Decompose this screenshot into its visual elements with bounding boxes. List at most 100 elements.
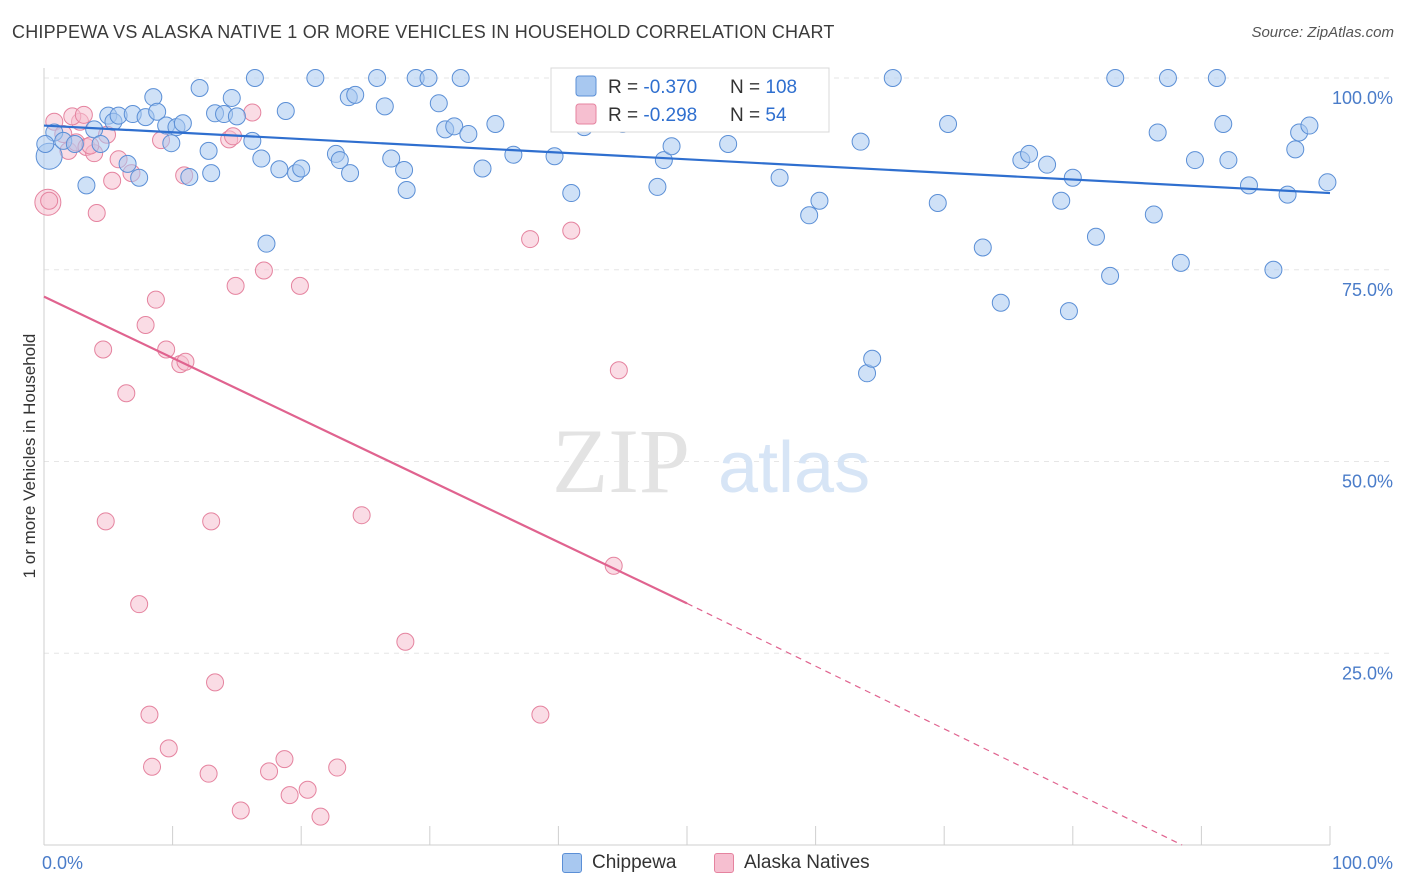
alaska-native-trend-extension — [686, 602, 1183, 846]
chippewa-point-35 — [292, 159, 311, 178]
chippewa-point-55 — [504, 145, 523, 164]
chippewa-point-20 — [180, 167, 199, 186]
alaska-native-point-15 — [130, 595, 149, 614]
alaska-native-point-9 — [94, 340, 113, 359]
x-tick-label-1: 100.0% — [1332, 853, 1393, 873]
series-legend: Chippewa Alaska Natives — [0, 852, 1406, 878]
chippewa-point-83 — [1020, 144, 1039, 163]
alaska-native-point-17 — [140, 705, 159, 724]
chippewa-point-43 — [382, 149, 401, 168]
chippewa-point-99 — [1239, 176, 1258, 195]
chippewa-point-98 — [1219, 151, 1238, 170]
chippewa-point-100 — [1264, 260, 1283, 279]
alaska-native-point-42 — [352, 506, 371, 525]
chippewa-point-91 — [1144, 205, 1163, 224]
chippewa-point-15 — [148, 102, 167, 121]
watermark-atlas: atlas — [718, 428, 870, 508]
alaska-native-point-13 — [117, 384, 136, 403]
chippewa-point-51 — [451, 69, 470, 87]
chippewa-point-26 — [222, 88, 241, 107]
chippewa-point-12 — [130, 168, 149, 187]
chippewa-point-72 — [800, 206, 819, 225]
chippewa-point-6 — [91, 134, 110, 153]
y-tick-label-1: 75.0% — [1342, 280, 1393, 300]
alaska-native-point-31 — [226, 276, 245, 295]
chippewa-point-4 — [77, 176, 96, 195]
chippewa-point-102 — [1286, 140, 1305, 159]
chippewa-point-84 — [1038, 155, 1057, 174]
alaska-native-point-33 — [243, 103, 262, 122]
chippewa-point-65 — [662, 137, 681, 156]
alaska-native-point-8 — [87, 203, 106, 222]
chippewa-point-47 — [419, 69, 438, 87]
chippewa-point-23 — [202, 164, 221, 183]
y-tick-labels: 100.0% 75.0% 50.0% 25.0% — [1332, 88, 1393, 683]
chippewa-point-78 — [928, 194, 947, 213]
chippewa-point-48 — [429, 94, 448, 113]
legend-r-value-2: -0.298 — [643, 105, 697, 126]
chippewa-point-50 — [445, 117, 464, 136]
legend-swatch-alaska-natives — [575, 103, 597, 125]
alaska-native-point-41 — [328, 758, 347, 777]
alaska-native-point-35 — [260, 762, 279, 781]
legend-swatch-chippewa-bottom — [562, 853, 582, 873]
watermark: ZIP atlas — [552, 410, 870, 512]
chippewa-point-30 — [252, 149, 271, 168]
legend-r-label-1: R = — [608, 77, 643, 98]
chippewa-point-106 — [36, 134, 55, 153]
data-points — [34, 69, 1337, 826]
chippewa-point-76 — [863, 349, 882, 368]
chippewa-point-36 — [306, 69, 325, 87]
chippewa-point-96 — [1207, 69, 1226, 87]
svg-text:N = 108: N = 108 — [730, 77, 797, 98]
y-axis-label: 1 or more Vehicles in Household — [20, 334, 39, 579]
chippewa-point-40 — [341, 164, 360, 183]
x-tick-labels: 0.0% 100.0% — [42, 853, 1393, 873]
alaska-native-point-37 — [280, 786, 299, 805]
legend-label-chippewa: Chippewa — [592, 852, 677, 873]
alaska-native-point-44 — [521, 230, 540, 249]
chippewa-point-68 — [719, 134, 738, 153]
chippewa-point-56 — [545, 147, 564, 166]
chippewa-point-85 — [1052, 191, 1071, 210]
alaska-native-point-18 — [143, 757, 162, 776]
chippewa-trend-line — [43, 124, 1331, 195]
alaska-native-point-39 — [298, 780, 317, 799]
chart-title: CHIPPEWA VS ALASKA NATIVE 1 OR MORE VEHI… — [12, 22, 835, 42]
chippewa-point-74 — [851, 132, 870, 151]
chippewa-point-77 — [883, 69, 902, 87]
chippewa-point-29 — [245, 69, 264, 87]
legend-n-value-2: 54 — [765, 105, 787, 126]
chippewa-point-57 — [562, 184, 581, 203]
legend-r-value-1: -0.370 — [643, 77, 697, 98]
y-tick-label-3: 25.0% — [1342, 663, 1393, 683]
alaska-native-point-43 — [396, 632, 415, 651]
chippewa-point-52 — [459, 124, 478, 143]
alaska-native-point-53 — [74, 105, 93, 124]
chippewa-point-73 — [810, 191, 829, 210]
legend-r-label-2: R = — [608, 105, 643, 126]
chippewa-point-38 — [330, 151, 349, 170]
y-tick-label-0: 100.0% — [1332, 88, 1393, 108]
watermark-zip: ZIP — [552, 410, 690, 512]
chippewa-point-3 — [65, 134, 84, 153]
chippewa-point-81 — [991, 293, 1010, 312]
alaska-native-point-10 — [96, 512, 115, 531]
alaska-native-point-19 — [146, 290, 165, 309]
chippewa-point-94 — [1171, 253, 1190, 272]
chippewa-point-63 — [648, 177, 667, 196]
chippewa-point-22 — [199, 141, 218, 160]
alaska-native-point-28 — [206, 673, 225, 692]
chippewa-point-31 — [257, 234, 276, 253]
alaska-native-point-48 — [609, 361, 628, 380]
chippewa-point-45 — [397, 180, 416, 199]
chippewa-point-21 — [190, 78, 209, 97]
alaska-native-point-45 — [531, 705, 550, 724]
chippewa-point-104 — [1300, 116, 1319, 135]
alaska-native-point-34 — [254, 261, 273, 280]
chippewa-point-41 — [346, 85, 365, 104]
alaska-native-point-16 — [136, 315, 155, 334]
x-tick-label-0: 0.0% — [42, 853, 83, 873]
trend-lines — [43, 124, 1331, 846]
